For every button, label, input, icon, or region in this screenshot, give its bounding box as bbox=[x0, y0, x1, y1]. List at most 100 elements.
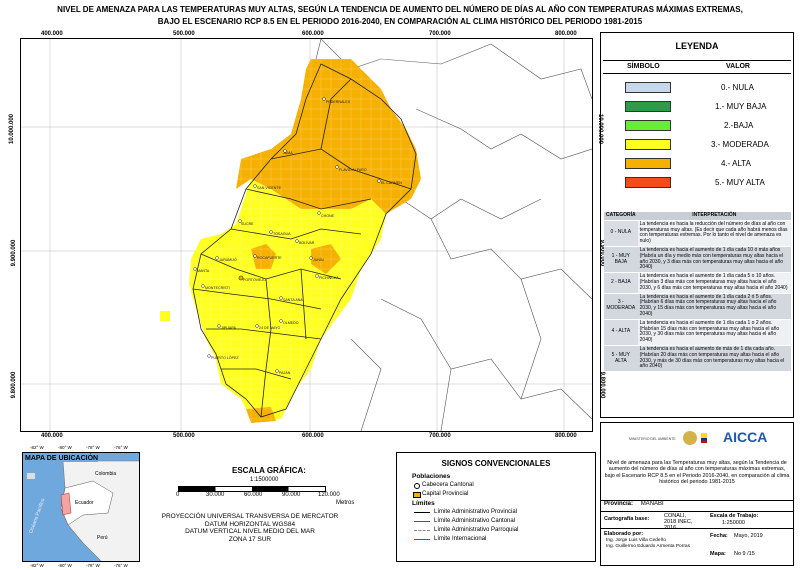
place-label: SUCRE bbox=[241, 222, 254, 226]
y-tick-left-1: 10.000.000 bbox=[9, 113, 15, 145]
flag-icon bbox=[701, 433, 707, 443]
scale-ticks: 0 30.000 60.000 90.000 120.000 Metros bbox=[176, 492, 355, 506]
interp-cat: 5 - MUY ALTA bbox=[604, 345, 638, 373]
sign-cabecera: Cabecera Cantonal bbox=[412, 481, 592, 490]
sign-lim-int: Límite Internacional bbox=[412, 535, 592, 544]
legend-swatch bbox=[625, 120, 671, 131]
legend-item: 4.- ALTA bbox=[603, 154, 791, 173]
place-label: TOSAGUA bbox=[273, 232, 291, 236]
legend-item: 1.- MUY BAJA bbox=[603, 97, 791, 116]
author-row: Elaborado por: Ing. Jorge Luis Villa Ced… bbox=[600, 528, 794, 567]
ecuador-seal-icon bbox=[683, 431, 697, 445]
interp-cat: 1 - MUY BAJA bbox=[604, 246, 638, 274]
place-label: PICHINCHA bbox=[319, 276, 339, 280]
interp-col-int: INTERPRETACIÓN bbox=[637, 212, 791, 221]
interp-text: La tendencia es hacia el aumento de 1 dí… bbox=[637, 272, 791, 294]
logos-row: MINISTERIO DEL AMBIENTE AICCA bbox=[601, 423, 793, 455]
scale-ratio: 1:1500000 bbox=[250, 477, 279, 483]
place-labels: PEDERNALES JAMA FLAVIO ALFARO EL CARMEN … bbox=[197, 100, 402, 375]
map-canvas: PEDERNALES JAMA FLAVIO ALFARO EL CARMEN … bbox=[21, 39, 592, 431]
scale-heading: ESCALA GRÁFICA: bbox=[232, 466, 306, 475]
cell-grid-north bbox=[236, 59, 426, 244]
galapagos bbox=[27, 473, 35, 479]
place-label: JIPIJAPA bbox=[221, 326, 237, 330]
place-label: FLAVIO ALFARO bbox=[339, 168, 367, 172]
interp-text: La tendencia es hacia el aumento de 1 dí… bbox=[637, 246, 791, 274]
place-label: PUERTO LÓPEZ bbox=[211, 355, 239, 360]
legend-swatch bbox=[625, 177, 671, 188]
location-map-title: MAPA DE UBICACIÓN bbox=[25, 455, 99, 462]
projection-info: PROYECCIÓN UNIVERSAL TRANSVERSA DE MERCA… bbox=[161, 513, 339, 543]
legend-swatch bbox=[625, 101, 671, 112]
capital-provincial-icon bbox=[238, 275, 244, 281]
place-label: MONTECRISTI bbox=[205, 286, 230, 290]
interp-col-cat: CATEGORÍA bbox=[604, 212, 638, 221]
place-label: PORTOVIEJO bbox=[243, 278, 266, 282]
canton-lines bbox=[192, 63, 417, 418]
legend-item: 3.- MODERADA bbox=[603, 135, 791, 154]
ministerio-logo: MINISTERIO DEL AMBIENTE bbox=[629, 437, 676, 441]
interp-cat: 0 - NULA bbox=[604, 220, 638, 247]
info-panel bbox=[600, 422, 794, 566]
legend-item: 5.- MUY ALTA bbox=[603, 173, 791, 192]
label-peru: Perú bbox=[97, 535, 108, 541]
ecuador-shape bbox=[60, 480, 114, 526]
signs-body: Poblaciones Cabecera Cantonal Capital Pr… bbox=[412, 472, 592, 544]
capital-icon bbox=[413, 492, 421, 498]
sign-lim-prov: Límite Administrativo Provincial bbox=[412, 508, 592, 517]
legend-swatch bbox=[625, 82, 671, 93]
interp-text: La tendencia es hacia el aumento de 1 dí… bbox=[637, 293, 791, 320]
place-label: SAN VICENTE bbox=[257, 186, 282, 190]
isla-la-plata bbox=[160, 311, 170, 321]
place-label: BOLÍVAR bbox=[299, 241, 315, 245]
legend-item: 2.-BAJA bbox=[603, 116, 791, 135]
place-label: 24 DE MAYO bbox=[259, 326, 281, 330]
main-map-frame bbox=[20, 38, 593, 432]
sign-capital: Capital Provincial bbox=[412, 490, 592, 499]
interp-cat: 3 - MODERADA bbox=[604, 293, 638, 320]
sign-lim-cant: Límite Administrativo Cantonal bbox=[412, 517, 592, 526]
legend-items: 0.- NULA 1.- MUY BAJA 2.-BAJA 3.- MODERA… bbox=[603, 78, 791, 192]
place-label: CHONE bbox=[321, 214, 335, 218]
legend-header-row: SÍMBOLO VALOR bbox=[603, 60, 791, 74]
aicca-logo: AICCA bbox=[723, 429, 768, 445]
place-label: JUNÍN bbox=[313, 258, 324, 262]
lim-parr-line bbox=[414, 530, 430, 531]
legend-item: 0.- NULA bbox=[603, 78, 791, 97]
place-label: EL CARMEN bbox=[381, 181, 402, 185]
place-label: JARAMIJÓ bbox=[219, 257, 237, 262]
legend-heading: LEYENDA bbox=[675, 41, 719, 51]
y-tick-left-3: 9.800.000 bbox=[11, 371, 17, 399]
map-description: Nivel de amenaza para las Temperaturas m… bbox=[604, 460, 790, 486]
province-row: Provincia: MANABI bbox=[600, 500, 794, 511]
interp-cat: 2 - BAJA bbox=[604, 272, 638, 294]
cabecera-icon bbox=[414, 483, 420, 489]
x-ticks-top: 400.000 500.000 600.000 700.000 800.000 bbox=[41, 31, 577, 37]
scale-bar bbox=[178, 486, 326, 492]
x-ticks-bottom: 400.000 500.000 600.000 700.000 800.000 bbox=[41, 433, 577, 439]
location-map-frame: MAPA DE UBICACIÓN Colombia Ecuador Perú … bbox=[22, 452, 140, 562]
interpretation-table: CATEGORÍA INTERPRETACIÓN 0 - NULA La tend… bbox=[604, 212, 791, 373]
interp-cat: 4 - ALTA bbox=[604, 319, 638, 346]
cell-grid bbox=[186, 244, 356, 424]
y-tick-left-2: 9.900.000 bbox=[11, 239, 17, 267]
place-label: SANTA ANA bbox=[283, 298, 303, 302]
place-label: JAMA bbox=[283, 151, 293, 155]
place-label: MANTA bbox=[197, 269, 210, 273]
place-label: OLMEDO bbox=[283, 321, 299, 325]
interp-text: La tendencia es hacia el aumento de 1 dí… bbox=[637, 319, 791, 346]
legend-panel bbox=[600, 32, 794, 418]
legend-swatch bbox=[625, 158, 671, 169]
legend-col-value: VALOR bbox=[726, 63, 750, 70]
canton-heads bbox=[193, 97, 381, 373]
place-label: PEDERNALES bbox=[326, 100, 351, 104]
base-row: Cartografía base: CONALI, 2018 INEC, 201… bbox=[600, 511, 794, 531]
lim-cant-line bbox=[414, 521, 430, 522]
legend-swatch bbox=[625, 139, 671, 150]
map-title: NIVEL DE AMENAZA PARA LAS TEMPERATURAS M… bbox=[57, 5, 743, 26]
manabi-highlight bbox=[60, 492, 72, 516]
threat-raster bbox=[160, 59, 426, 424]
location-map bbox=[27, 460, 139, 561]
sign-lim-parr: Límite Administrativo Parroquial bbox=[412, 526, 592, 535]
lim-prov-line bbox=[414, 512, 430, 513]
